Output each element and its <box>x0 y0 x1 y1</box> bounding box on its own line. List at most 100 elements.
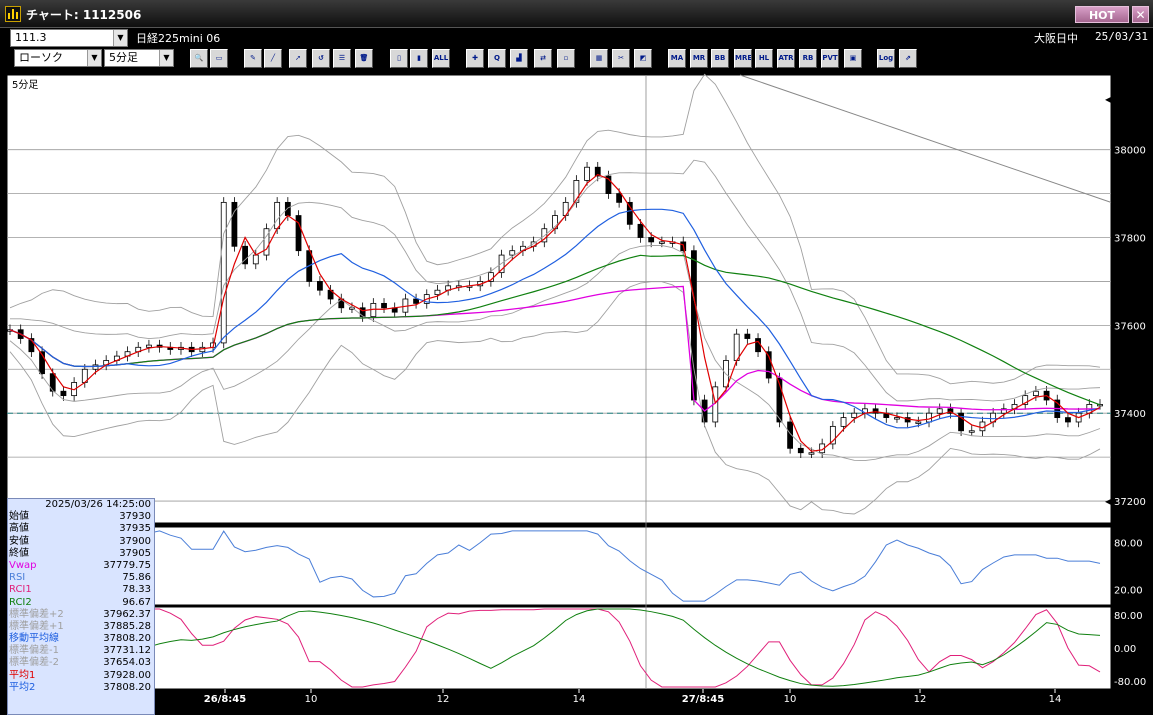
scroll-down-icon: ◀ <box>1105 497 1112 506</box>
wrench-icon[interactable]: ✂ <box>612 49 630 68</box>
candle-icon[interactable]: ▯ <box>390 49 408 68</box>
price-tick-label: 37600 <box>1114 321 1146 332</box>
candle-body <box>733 333 740 361</box>
symbol-select[interactable]: 111.3 ▼ <box>10 29 128 47</box>
candle-body <box>359 307 366 317</box>
indicator-row: 標準偏差-1 37731.12 <box>8 645 154 657</box>
chevron-down-icon[interactable]: ▼ <box>159 50 173 66</box>
frame-icon[interactable]: ▣ <box>844 49 862 68</box>
app-chart-icon <box>5 6 21 22</box>
indicator-value: 37808.20 <box>103 681 151 693</box>
window-icon[interactable]: ▭ <box>210 49 228 68</box>
close-button[interactable]: ✕ <box>1132 6 1149 23</box>
indicator-row: 標準偏差-2 37654.03 <box>8 657 154 669</box>
indicator-key: Vwap <box>9 559 37 571</box>
indicator-value: 37779.75 <box>103 559 151 571</box>
title-bar: チャート: 1112506 HOT ✕ <box>0 0 1153 28</box>
data-window-panel: 2025/03/26 14:25:00 始値 37930 高値 37935 安値 3790… <box>7 498 155 715</box>
candle-body <box>797 447 804 454</box>
candle-body <box>584 166 590 181</box>
all-icon[interactable]: ALL <box>432 49 450 68</box>
search-chart-icon[interactable]: Q <box>488 49 506 68</box>
interval-value: 5分足 <box>109 51 138 64</box>
candle-body <box>39 351 45 375</box>
interval-select[interactable]: 5分足 ▼ <box>104 49 174 67</box>
cursor-icon[interactable]: ➚ <box>289 49 307 68</box>
price-tick-label: 38000 <box>1114 146 1146 157</box>
notes-icon[interactable]: ☰ <box>333 49 351 68</box>
mr-icon[interactable]: MR <box>690 49 708 68</box>
indicator-key: RCI2 <box>9 596 32 608</box>
indicator-value: 37654.03 <box>103 657 151 669</box>
candle-body <box>968 430 975 433</box>
indicator-key: 終値 <box>9 547 29 559</box>
candle-icon[interactable]: ▮ <box>410 49 428 68</box>
line-icon[interactable]: ╱ <box>264 49 282 68</box>
candle-body <box>626 201 633 225</box>
scroll-up-icon: ◀ <box>1105 95 1112 104</box>
candle-body <box>509 250 516 256</box>
indicator-key: 移動平均線 <box>9 633 59 645</box>
candle-body <box>317 281 323 291</box>
candle-body <box>872 408 879 414</box>
chart-svg[interactable]: 38000 37800 37600 37400 37200 5分足 ◀ ◀ 80.00 20.00… <box>0 72 1153 715</box>
disabled-icon[interactable]: ▫ <box>557 49 575 68</box>
candle-body <box>755 338 761 353</box>
indicator-value: 37962.37 <box>103 608 151 620</box>
candle-body <box>637 223 644 238</box>
indicator-value: 37935 <box>119 523 151 535</box>
hot-button[interactable]: HOT <box>1075 6 1129 23</box>
chevron-down-icon[interactable]: ▼ <box>87 50 101 66</box>
tool-icon[interactable]: ✚ <box>466 49 484 68</box>
log-icon[interactable]: Log <box>877 49 895 68</box>
rci1-line <box>9 608 1101 688</box>
indicator-row: RCI2 96.67 <box>8 597 154 609</box>
chart-type-select[interactable]: ローソク ▼ <box>14 49 102 67</box>
candle-body <box>220 201 227 344</box>
arrow-icon[interactable]: ⇄ <box>534 49 552 68</box>
indicator-key: 始値 <box>9 511 29 523</box>
export-icon[interactable]: ⇗ <box>899 49 917 68</box>
x-tick-label: 27/8:45 <box>682 694 724 705</box>
candle-body <box>829 425 836 445</box>
indicator-row: RSI 75.86 <box>8 572 154 584</box>
chart-area[interactable]: 38000 37800 37600 37400 37200 5分足 ◀ ◀ 80.00 20.00… <box>0 72 1153 715</box>
trash-icon[interactable]: 🗑 <box>355 49 373 68</box>
bb-icon[interactable]: BB <box>711 49 729 68</box>
chevron-down-icon[interactable]: ▼ <box>113 30 127 46</box>
chart-type-value: ローソク <box>19 51 63 64</box>
pvt-icon[interactable]: PVT <box>821 49 839 68</box>
palette-icon[interactable]: ◩ <box>634 49 652 68</box>
candle-body <box>381 302 387 309</box>
chart-icon[interactable]: ▟ <box>510 49 528 68</box>
indicator-row: 終値 37905 <box>8 548 154 560</box>
indicator-row: 平均2 37808.20 <box>8 682 154 694</box>
candle-body <box>840 417 847 427</box>
atr-icon[interactable]: ATR <box>777 49 795 68</box>
indicator-key: RSI <box>9 572 26 584</box>
hl-icon[interactable]: HL <box>755 49 773 68</box>
candle-body <box>787 421 793 449</box>
ma-icon[interactable]: MA <box>668 49 686 68</box>
indicator-value: 37905 <box>119 547 151 559</box>
x-tick-label: 10 <box>305 694 318 705</box>
indicator-key: 標準偏差+2 <box>9 608 64 620</box>
grid-icon[interactable]: ▦ <box>590 49 608 68</box>
mre-icon[interactable]: MRE <box>734 49 752 68</box>
bollinger-upper-2 <box>9 73 1101 385</box>
price-tick-label: 37200 <box>1114 497 1146 508</box>
candle-body <box>274 201 281 230</box>
pencil-icon[interactable]: ✎ <box>244 49 262 68</box>
symbol-value: 111.3 <box>15 31 47 44</box>
session-label: 大阪日中 <box>1034 32 1078 45</box>
indicator-value: 37808.20 <box>103 633 151 645</box>
indicator-row: RCI1 78.33 <box>8 584 154 596</box>
undo-icon[interactable]: ↺ <box>312 49 330 68</box>
rci-tick-label: 80.00 <box>1114 611 1143 622</box>
candle-body <box>648 237 655 243</box>
x-tick-label: 26/8:45 <box>204 694 246 705</box>
indicator-row: 平均1 37928.00 <box>8 670 154 682</box>
indicator-row: 移動平均線 37808.20 <box>8 633 154 645</box>
rb-icon[interactable]: RB <box>799 49 817 68</box>
magnifier-icon[interactable]: 🔍 <box>190 49 208 68</box>
